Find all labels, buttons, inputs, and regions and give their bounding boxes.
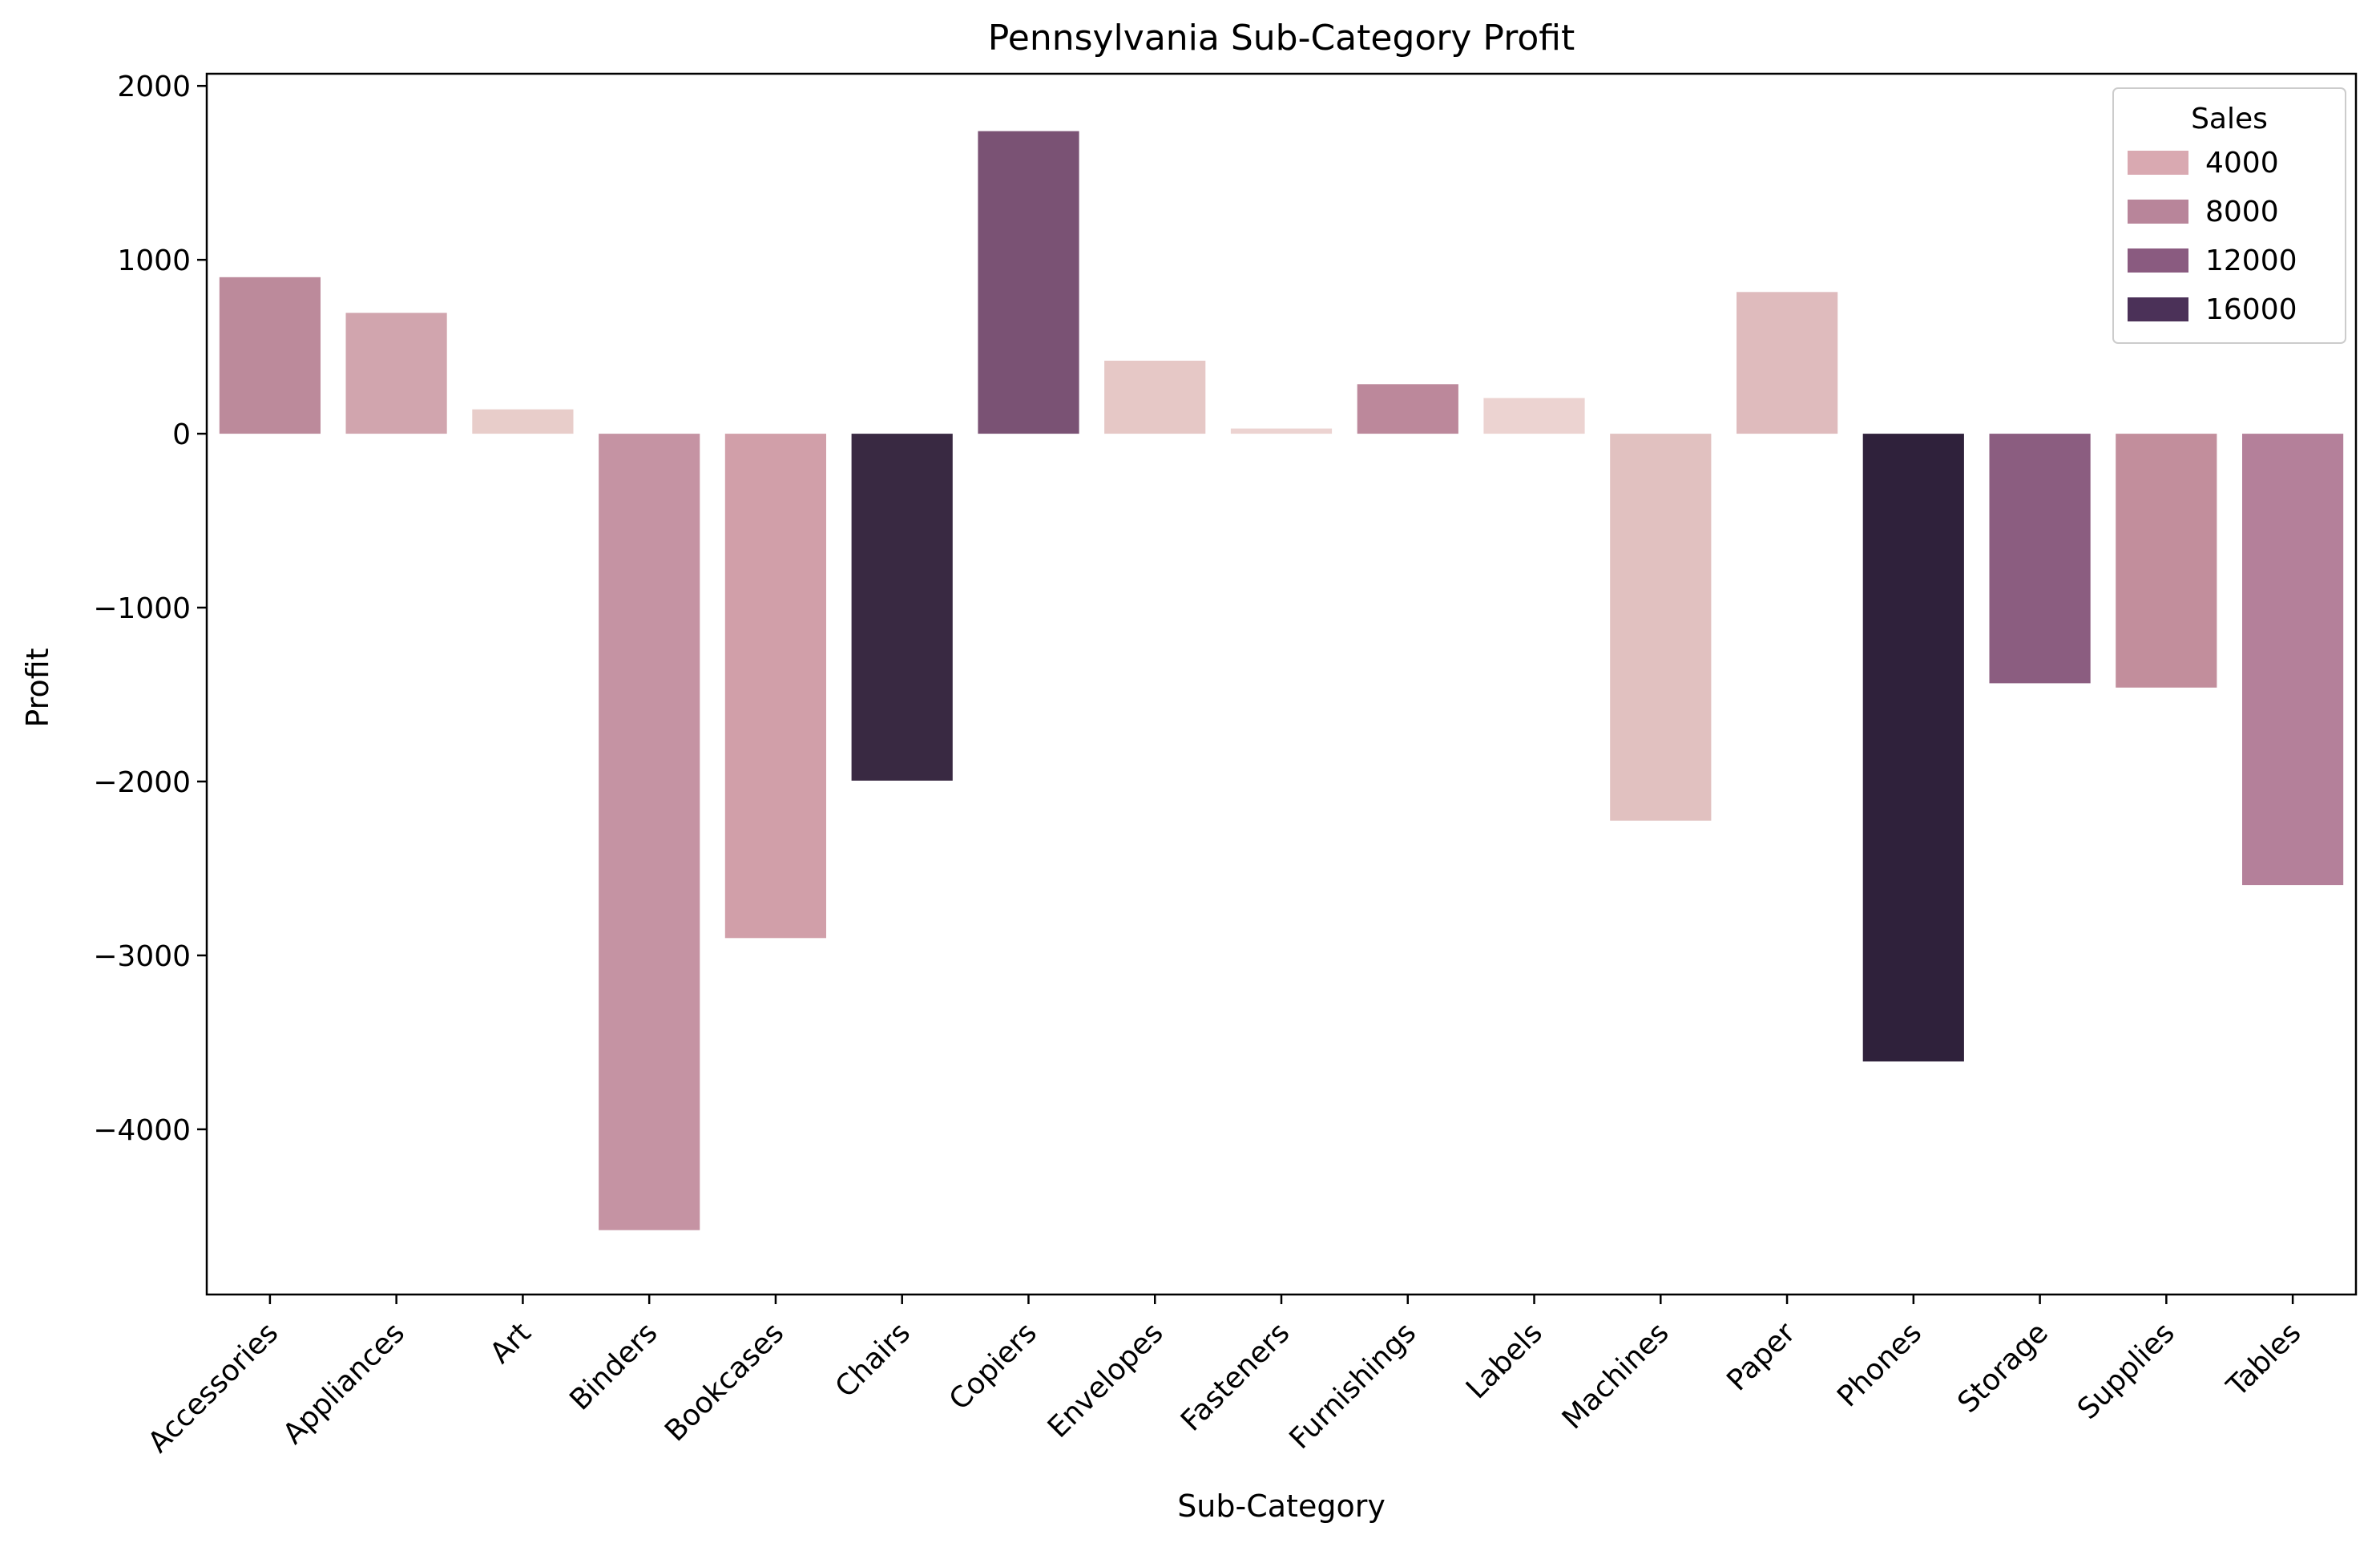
legend-title: Sales — [2191, 103, 2268, 135]
legend-entry-label: 16000 — [2205, 293, 2297, 326]
bar-machines — [1610, 434, 1712, 821]
legend-swatch — [2128, 248, 2188, 273]
legend-entry-label: 12000 — [2205, 244, 2297, 277]
y-axis-label: Profit — [20, 648, 55, 727]
bar-fasteners — [1230, 428, 1333, 434]
legend-entry-label: 8000 — [2205, 196, 2279, 228]
bar-paper — [1737, 292, 1838, 434]
y-tick-label: 2000 — [117, 71, 191, 103]
bar-bookcases — [724, 434, 826, 939]
plot-frame — [205, 72, 2358, 1296]
legend-swatch — [2128, 200, 2188, 224]
y-tick-label: −2000 — [93, 766, 191, 799]
bar-storage — [1989, 434, 2091, 684]
bar-supplies — [2116, 434, 2217, 688]
legend-swatch — [2128, 151, 2188, 175]
legend-entry-label: 4000 — [2205, 147, 2279, 180]
bar-accessories — [219, 277, 321, 434]
bar-tables — [2242, 434, 2344, 886]
legend-swatch — [2128, 297, 2188, 321]
bar-envelopes — [1104, 361, 1206, 434]
bar-appliances — [345, 313, 447, 434]
bar-copiers — [978, 131, 1079, 434]
bar-binders — [599, 434, 700, 1230]
bar-chairs — [851, 434, 953, 781]
bar-furnishings — [1357, 384, 1458, 434]
y-tick-label: −3000 — [93, 940, 191, 973]
bar-labels — [1483, 398, 1585, 434]
legend: Sales 4000 8000 12000 16000 — [2112, 87, 2346, 344]
y-tick-label: −4000 — [93, 1114, 191, 1147]
chart-title: Pennsylvania Sub-Category Profit — [988, 18, 1575, 59]
bars-group — [219, 131, 2344, 1230]
y-tick-label: 1000 — [117, 244, 191, 277]
bar-phones — [1862, 434, 1964, 1062]
y-axis: 2000 1000 0 −1000 −2000 −3000 −4000 — [93, 71, 207, 1147]
y-tick-label: −1000 — [93, 592, 191, 625]
x-axis-label: Sub-Category — [1177, 1488, 1386, 1524]
y-tick-label: 0 — [172, 418, 191, 451]
bar-art — [472, 409, 574, 434]
